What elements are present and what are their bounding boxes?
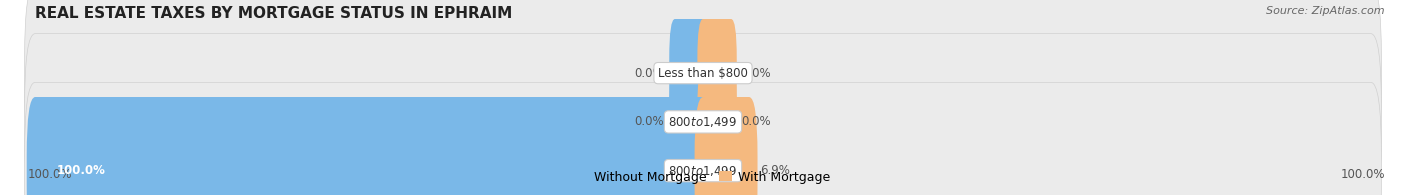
Text: 6.9%: 6.9% [759, 164, 790, 177]
Text: 0.0%: 0.0% [634, 115, 665, 128]
FancyBboxPatch shape [669, 19, 709, 127]
FancyBboxPatch shape [25, 82, 1381, 195]
Text: 100.0%: 100.0% [1340, 168, 1385, 181]
Text: 100.0%: 100.0% [28, 168, 73, 181]
FancyBboxPatch shape [669, 68, 709, 176]
Legend: Without Mortgage, With Mortgage: Without Mortgage, With Mortgage [571, 166, 835, 189]
Text: 0.0%: 0.0% [742, 115, 772, 128]
Text: Less than $800: Less than $800 [658, 67, 748, 80]
Text: 0.0%: 0.0% [742, 67, 772, 80]
Text: $800 to $1,499: $800 to $1,499 [668, 115, 738, 129]
Text: REAL ESTATE TAXES BY MORTGAGE STATUS IN EPHRAIM: REAL ESTATE TAXES BY MORTGAGE STATUS IN … [35, 6, 512, 21]
Text: 0.0%: 0.0% [634, 67, 665, 80]
Text: 100.0%: 100.0% [56, 164, 105, 177]
FancyBboxPatch shape [697, 68, 737, 176]
FancyBboxPatch shape [697, 19, 737, 127]
FancyBboxPatch shape [25, 34, 1381, 195]
FancyBboxPatch shape [25, 0, 1381, 161]
FancyBboxPatch shape [27, 97, 711, 195]
Text: Source: ZipAtlas.com: Source: ZipAtlas.com [1267, 6, 1385, 16]
FancyBboxPatch shape [695, 97, 758, 195]
Text: $800 to $1,499: $800 to $1,499 [668, 164, 738, 178]
